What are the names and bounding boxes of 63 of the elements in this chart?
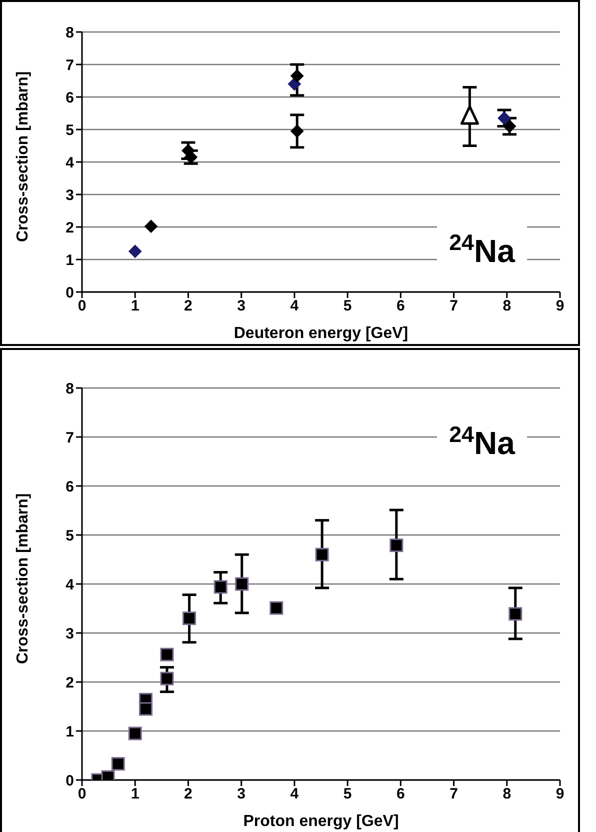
y-tick-label: 8: [66, 380, 74, 398]
x-tick-label: 2: [184, 786, 192, 803]
y-tick-label: 6: [66, 478, 74, 496]
y-tick-label: 2: [66, 219, 74, 236]
y-tick-label: 8: [66, 24, 74, 42]
y-tick-label: 3: [66, 186, 74, 204]
y-tick-label: 5: [66, 122, 74, 139]
y-tick-label: 4: [66, 576, 75, 594]
point: [160, 648, 174, 662]
y-tick-label: 3: [66, 625, 74, 642]
point: [288, 78, 301, 90]
x-tick-label: 7: [450, 786, 458, 803]
point: [503, 120, 516, 133]
point: [144, 220, 158, 233]
x-tick-label: 8: [502, 298, 512, 315]
point: [128, 726, 142, 740]
y-tick-label: 7: [66, 56, 74, 74]
y-tick-label: 0: [66, 284, 74, 302]
point: [315, 548, 329, 562]
annotation: $^{24}$Na: [449, 230, 516, 269]
point: [390, 538, 404, 552]
point: [508, 607, 522, 621]
point: [182, 612, 196, 626]
y-tick-label: 5: [66, 527, 74, 544]
y-tick-label: 7: [66, 429, 74, 446]
point: [128, 244, 142, 258]
x-axis-title: Deuteron energy [GeV]: [234, 325, 408, 342]
x-tick-label: 5: [343, 298, 352, 315]
x-tick-label: 9: [556, 298, 564, 315]
x-tick-label: 6: [396, 298, 405, 315]
x-tick-label: 6: [396, 786, 405, 803]
x-tick-label: 0: [78, 786, 86, 803]
y-tick-label: 0: [66, 772, 74, 790]
point: [270, 601, 284, 615]
point: [160, 672, 174, 686]
annotation: $^{24}$Na: [449, 422, 516, 461]
point: [498, 112, 511, 125]
point: [111, 757, 125, 771]
x-tick-label: 3: [237, 786, 246, 803]
x-tick-label: 7: [450, 298, 458, 315]
x-axis-title: Proton energy [GeV]: [243, 813, 399, 830]
y-tick-label: 6: [66, 89, 74, 106]
x-tick-label: 1: [130, 786, 140, 803]
y-tick-label: 1: [66, 723, 74, 740]
x-tick-label: 4: [290, 298, 300, 315]
y-axis-title: Cross-section [mbarn]: [14, 493, 32, 664]
x-tick-label: 8: [502, 786, 512, 803]
x-tick-label: 9: [556, 786, 564, 803]
x-tick-label: 1: [130, 298, 140, 315]
x-tick-label: 2: [184, 298, 192, 315]
point: [290, 124, 304, 138]
x-tick-label: 3: [237, 298, 246, 315]
y-axis-title: Cross-section [mbarn]: [14, 71, 32, 242]
point: [290, 69, 304, 82]
y-tick-label: 1: [66, 252, 74, 269]
point: [138, 702, 152, 716]
x-tick-label: 5: [343, 786, 352, 803]
x-tick-label: 0: [78, 298, 86, 315]
x-tick-label: 4: [290, 786, 300, 803]
point: [235, 577, 249, 591]
y-tick-label: 2: [66, 674, 74, 692]
point: [214, 580, 228, 594]
y-tick-label: 4: [66, 154, 75, 172]
